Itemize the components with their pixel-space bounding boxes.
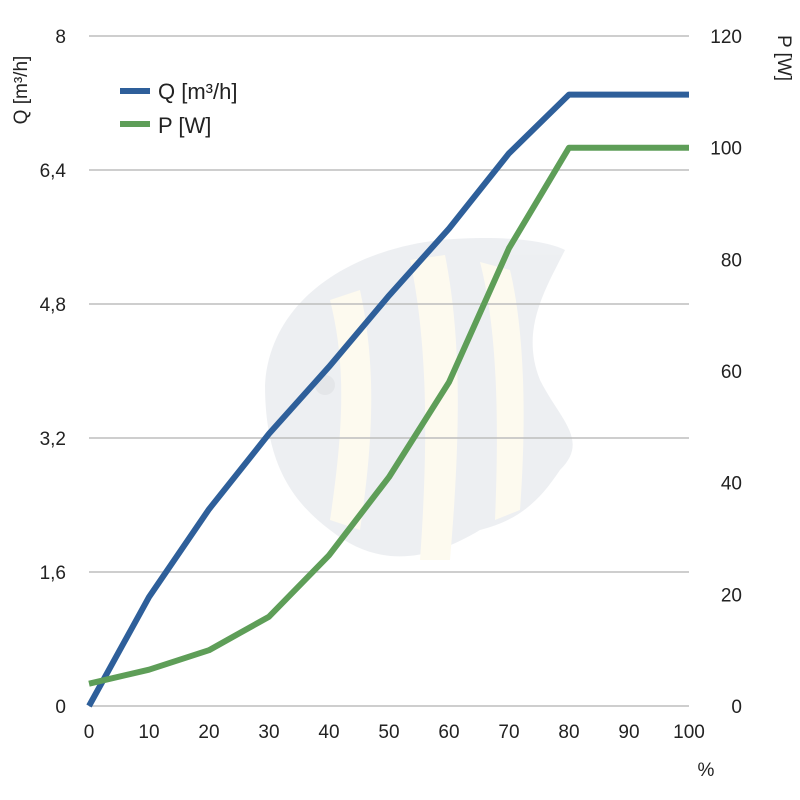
fish-body	[265, 238, 573, 557]
right-axis-tick-label: 80	[721, 250, 742, 271]
left-axis-tick-label: 0	[55, 697, 66, 718]
x-axis-tick-label: 20	[198, 722, 219, 743]
x-axis-tick-label: 50	[378, 722, 399, 743]
x-axis-ticks: 0 10 20 30 40 50 60 70 80 90 100	[84, 722, 705, 743]
series-line-q	[86, 91, 689, 708]
right-axis-title: P [W]	[773, 35, 794, 81]
right-axis-tick-label: 40	[721, 474, 742, 495]
x-axis-tick-label: 0	[84, 722, 95, 743]
fish-watermark-image	[265, 238, 573, 560]
legend-label-q: Q [m³/h]	[158, 79, 237, 104]
legend-label-p: P [W]	[158, 113, 211, 138]
left-axis-tick-label: 1,6	[40, 563, 66, 584]
x-axis-tick-label: 80	[558, 722, 579, 743]
left-axis-ticks: 0 1,6 3,2 4,8 6,4 8	[40, 27, 67, 718]
fish-stripe	[480, 262, 524, 520]
x-axis-tick-label: 30	[258, 722, 279, 743]
left-axis-title: Q [m³/h]	[11, 56, 32, 125]
series-lines	[86, 91, 689, 708]
right-axis-tick-label: 0	[731, 697, 742, 718]
right-axis-tick-label: 60	[721, 362, 742, 383]
left-axis-tick-label: 8	[55, 27, 66, 48]
right-axis-tick-label: 100	[710, 139, 742, 160]
right-axis-tick-label: 120	[710, 27, 742, 48]
x-axis-tick-label: 70	[498, 722, 519, 743]
x-axis-tick-label: 60	[438, 722, 459, 743]
legend: Q [m³/h] P [W]	[120, 79, 237, 138]
x-axis-tick-label: 90	[618, 722, 639, 743]
right-axis-ticks: 0 20 40 60 80 100 120	[710, 27, 742, 718]
grid	[89, 35, 689, 707]
x-axis-tick-label: 10	[138, 722, 159, 743]
x-axis-unit-label: %	[698, 760, 715, 781]
left-axis-tick-label: 3,2	[40, 429, 66, 450]
left-axis-tick-label: 6,4	[40, 161, 67, 182]
series-line-p	[88, 144, 689, 687]
left-axis-tick-label: 4,8	[40, 295, 66, 316]
right-axis-tick-label: 20	[721, 585, 742, 606]
x-axis-tick-label: 100	[673, 722, 705, 743]
x-axis-tick-label: 40	[318, 722, 339, 743]
